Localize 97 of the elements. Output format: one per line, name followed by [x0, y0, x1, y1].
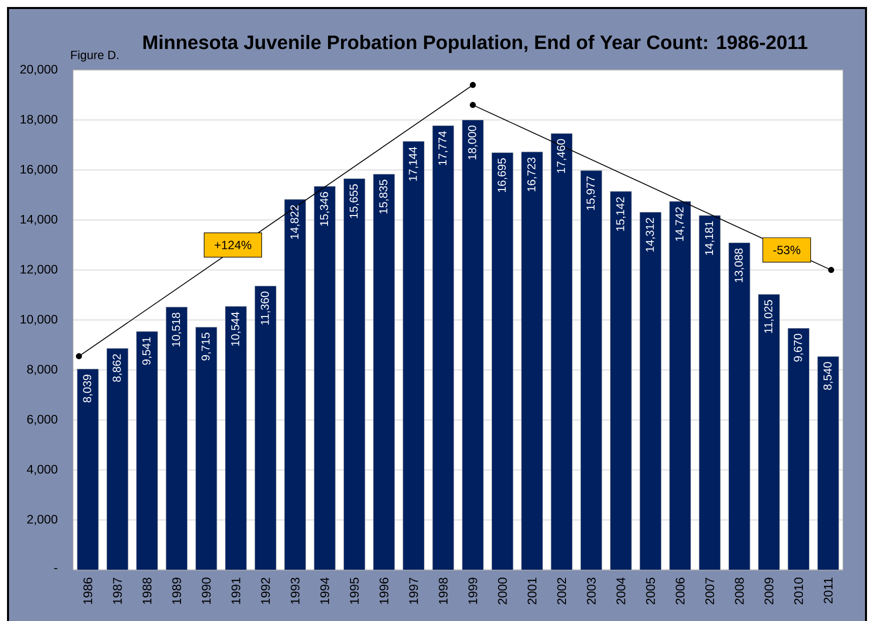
data-label: 14,312: [646, 218, 656, 252]
x-tick-label: 2004: [616, 578, 626, 604]
x-tick-label: 2000: [498, 578, 507, 604]
bar: [254, 286, 276, 570]
x-tick-label: 2005: [646, 578, 655, 604]
annotation: -53%: [773, 246, 800, 254]
x-tick-label: 2011: [824, 578, 833, 604]
x-tick-label: 1986: [83, 578, 92, 604]
bar: [314, 186, 336, 570]
data-label: 14,822: [290, 205, 300, 239]
bar: [492, 152, 514, 570]
bar: [343, 178, 366, 570]
data-label: 10,518: [172, 312, 182, 346]
data-label: 15,977: [586, 176, 596, 210]
data-label: 11,025: [764, 300, 774, 333]
y-tick-label: 14,000: [20, 214, 58, 226]
bar: [788, 328, 810, 570]
x-tick-label: 1990: [202, 578, 211, 604]
x-tick-label: 1995: [350, 578, 359, 604]
bar: [462, 120, 484, 570]
data-label: 14,742: [675, 207, 685, 241]
bar: [106, 348, 128, 570]
chart-title: Minnesota Juvenile Probation Population, End of Year Count: 1986-2011: [143, 34, 808, 54]
x-tick-label: 1996: [380, 578, 388, 604]
bar: [195, 326, 218, 570]
x-tick-label: 1992: [261, 578, 270, 604]
point: [470, 82, 476, 88]
data-label: 9,541: [142, 337, 152, 365]
data-label: 14,181: [705, 221, 714, 255]
bar: [669, 201, 691, 570]
y-tick-label: 12,000: [20, 264, 58, 276]
data-label: 8,540: [823, 362, 833, 390]
text: Figure D.: [71, 50, 118, 62]
x-tick-label: 1991: [231, 578, 240, 604]
x-tick-label: 2008: [734, 578, 744, 604]
data-label: 15,346: [320, 192, 330, 226]
bar: [758, 294, 780, 570]
annotation: +124%: [214, 240, 252, 250]
bar: [817, 356, 840, 570]
x-tick-label: 2007: [705, 578, 714, 604]
data-label: 15,835: [379, 180, 389, 214]
y-tick-label: -: [54, 568, 58, 570]
bar: [521, 152, 543, 570]
y-tick-label: 18,000: [20, 114, 58, 126]
x-tick-label: 2010: [794, 578, 803, 604]
x-tick-label: 1997: [409, 578, 418, 604]
data-label: 17,774: [438, 131, 448, 165]
data-label: 10,544: [231, 312, 241, 346]
y-tick-label: 10,000: [20, 314, 58, 326]
data-label: 13,088: [734, 248, 744, 282]
point: [470, 102, 476, 108]
y-tick-label: 6,000: [27, 414, 58, 426]
x-tick-label: 2001: [528, 578, 536, 604]
data-label: 18,000: [468, 126, 478, 160]
data-label: 17,144: [408, 146, 418, 181]
bar: [610, 191, 632, 570]
x-tick-label: 2006: [676, 578, 685, 604]
x-tick-label: 1994: [320, 578, 330, 604]
y-tick-label: 20,000: [20, 64, 58, 76]
bar: [225, 306, 247, 570]
data-label: 16,723: [527, 158, 537, 192]
y-tick-label: 4,000: [26, 464, 58, 476]
bar: [76, 368, 99, 570]
data-label: 9,715: [202, 332, 212, 360]
x-tick-label: 1989: [172, 578, 182, 604]
bar: [136, 331, 158, 570]
x-tick-label: 2003: [586, 578, 596, 604]
bar: [550, 133, 573, 570]
y-tick-label: 8,000: [27, 364, 58, 376]
bar: [432, 125, 454, 570]
data-label: 15,142: [616, 197, 626, 231]
x-tick-label: 2002: [557, 578, 566, 604]
bar: [640, 212, 662, 570]
x-tick-label: 1993: [290, 578, 300, 604]
data-label: 8,862: [112, 354, 122, 382]
x-tick-label: 1998: [438, 578, 448, 604]
data-label: 11,360: [260, 292, 270, 324]
data-label: 9,670: [794, 334, 804, 362]
x-tick-label: 2009: [764, 578, 774, 604]
data-label: 16,695: [498, 158, 508, 192]
point: [76, 353, 82, 360]
bar: [580, 170, 602, 570]
bar: [402, 141, 424, 570]
data-label: 17,460: [556, 139, 566, 173]
bar: [166, 306, 188, 570]
x-tick-label: 1987: [113, 578, 122, 604]
bar: [728, 242, 750, 570]
y-tick-label: 2,000: [27, 514, 58, 526]
x-tick-label: 1988: [142, 578, 152, 604]
bar: [284, 199, 306, 570]
data-label: 8,039: [83, 374, 93, 402]
x-tick-label: 1999: [468, 578, 478, 604]
bar: [373, 174, 395, 570]
bar: [698, 215, 721, 570]
point: [828, 266, 834, 274]
data-label: 15,655: [350, 184, 360, 218]
y-tick-label: 16,000: [20, 164, 58, 176]
